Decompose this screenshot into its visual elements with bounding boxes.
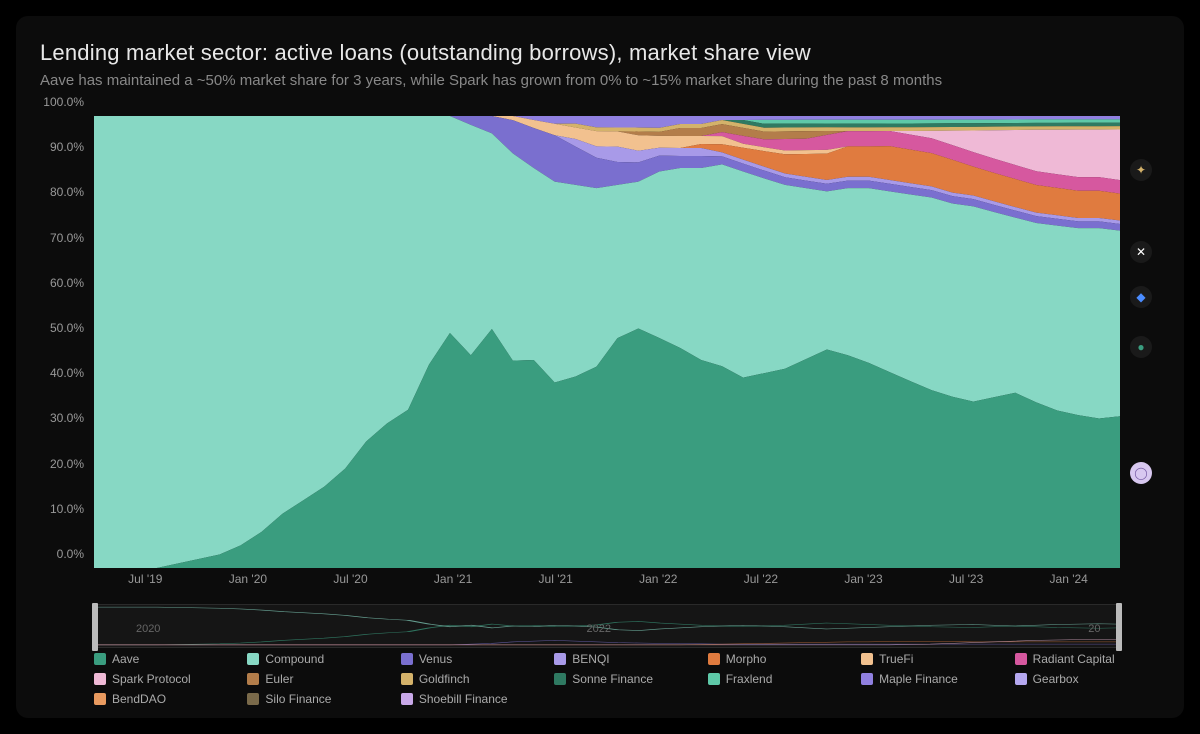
- x-tick: Jul '19: [128, 572, 162, 586]
- legend-swatch-icon: [94, 693, 106, 705]
- legend-item-euler[interactable]: Euler: [247, 672, 392, 686]
- y-tick: 30.0%: [40, 411, 90, 425]
- marker-3-icon[interactable]: ◆: [1130, 286, 1152, 308]
- x-tick: Jan '20: [229, 572, 267, 586]
- legend-item-benqi[interactable]: BENQI: [554, 652, 699, 666]
- legend-item-truefi[interactable]: TrueFi: [861, 652, 1006, 666]
- legend-label: Shoebill Finance: [419, 692, 508, 706]
- legend-item-aave[interactable]: Aave: [94, 652, 239, 666]
- x-tick: Jul '22: [744, 572, 778, 586]
- legend-item-benddao[interactable]: BendDAO: [94, 692, 239, 706]
- marker-5-icon[interactable]: ◯: [1130, 462, 1152, 484]
- legend-label: TrueFi: [879, 652, 913, 666]
- legend-swatch-icon: [247, 693, 259, 705]
- y-tick: 90.0%: [40, 140, 90, 154]
- legend-swatch-icon: [1015, 673, 1027, 685]
- legend-swatch-icon: [1015, 653, 1027, 665]
- marker-4-icon[interactable]: ●: [1130, 336, 1152, 358]
- legend-item-morpho[interactable]: Morpho: [708, 652, 853, 666]
- y-axis: 0.0% 10.0% 20.0% 30.0% 40.0% 50.0% 60.0% 70.0% 8…: [40, 116, 90, 568]
- legend-item-maple[interactable]: Maple Finance: [861, 672, 1006, 686]
- legend-item-goldfinch[interactable]: Goldfinch: [401, 672, 546, 686]
- legend-item-shoebill[interactable]: Shoebill Finance: [401, 692, 546, 706]
- time-range-brush[interactable]: 2020 2022 20: [94, 604, 1120, 648]
- legend-label: Spark Protocol: [112, 672, 191, 686]
- marker-2-icon[interactable]: ✕: [1130, 241, 1152, 263]
- legend-item-spark[interactable]: Spark Protocol: [94, 672, 239, 686]
- legend-swatch-icon: [554, 653, 566, 665]
- legend-label: Maple Finance: [879, 672, 958, 686]
- y-tick: 60.0%: [40, 276, 90, 290]
- legend-label: Fraxlend: [726, 672, 773, 686]
- brush-handle-right[interactable]: [1116, 603, 1122, 651]
- legend-item-radiant[interactable]: Radiant Capital: [1015, 652, 1160, 666]
- legend-label: Goldfinch: [419, 672, 470, 686]
- chart-subtitle: Aave has maintained a ~50% market share …: [40, 72, 1160, 89]
- x-tick: Jan '22: [639, 572, 677, 586]
- legend-label: Gearbox: [1033, 672, 1079, 686]
- y-tick: 100.0%: [40, 95, 90, 109]
- brush-year-label: 2020: [136, 623, 160, 635]
- brush-year-label: 2022: [587, 623, 611, 635]
- legend-label: BendDAO: [112, 692, 166, 706]
- legend-item-compound[interactable]: Compound: [247, 652, 392, 666]
- legend-swatch-icon: [708, 653, 720, 665]
- legend-swatch-icon: [94, 673, 106, 685]
- legend-label: Venus: [419, 652, 452, 666]
- x-tick: Jul '21: [539, 572, 573, 586]
- legend-swatch-icon: [247, 673, 259, 685]
- legend-label: Compound: [265, 652, 324, 666]
- marker-1-icon[interactable]: ✦: [1130, 159, 1152, 181]
- legend-label: Euler: [265, 672, 293, 686]
- legend-item-gearbox[interactable]: Gearbox: [1015, 672, 1160, 686]
- legend-swatch-icon: [401, 653, 413, 665]
- legend-swatch-icon: [401, 693, 413, 705]
- legend-swatch-icon: [708, 673, 720, 685]
- y-tick: 20.0%: [40, 457, 90, 471]
- legend-swatch-icon: [401, 673, 413, 685]
- x-tick: Jan '23: [844, 572, 882, 586]
- brush-handle-left[interactable]: [92, 603, 98, 651]
- legend: Aave Compound Venus BENQI Morpho TrueFi Radian…: [94, 652, 1160, 706]
- y-tick: 70.0%: [40, 231, 90, 245]
- y-tick: 80.0%: [40, 185, 90, 199]
- x-tick: Jan '21: [434, 572, 472, 586]
- x-tick: Jan '24: [1050, 572, 1088, 586]
- y-tick: 40.0%: [40, 366, 90, 380]
- x-tick: Jul '23: [949, 572, 983, 586]
- legend-swatch-icon: [247, 653, 259, 665]
- legend-swatch-icon: [861, 653, 873, 665]
- legend-item-venus[interactable]: Venus: [401, 652, 546, 666]
- brush-year-label: 20: [1088, 623, 1100, 635]
- y-tick: 50.0%: [40, 321, 90, 335]
- legend-label: Radiant Capital: [1033, 652, 1115, 666]
- legend-label: Morpho: [726, 652, 767, 666]
- y-tick: 0.0%: [40, 547, 90, 561]
- chart-area: 0.0% 10.0% 20.0% 30.0% 40.0% 50.0% 60.0% 70.0% 8…: [40, 116, 1160, 588]
- y-tick: 10.0%: [40, 502, 90, 516]
- chart-title: Lending market sector: active loans (out…: [40, 40, 1160, 66]
- legend-label: Aave: [112, 652, 139, 666]
- legend-label: Sonne Finance: [572, 672, 653, 686]
- legend-label: Silo Finance: [265, 692, 331, 706]
- chart-panel: Lending market sector: active loans (out…: [16, 16, 1184, 718]
- legend-swatch-icon: [94, 653, 106, 665]
- x-tick: Jul '20: [333, 572, 367, 586]
- legend-swatch-icon: [861, 673, 873, 685]
- legend-item-sonne[interactable]: Sonne Finance: [554, 672, 699, 686]
- legend-item-silo[interactable]: Silo Finance: [247, 692, 392, 706]
- plot-area[interactable]: ✦✕◆●◯: [94, 116, 1120, 568]
- x-axis: Jul '19 Jan '20 Jul '20 Jan '21 Jul '21 Jan '…: [94, 568, 1120, 588]
- legend-label: BENQI: [572, 652, 609, 666]
- legend-swatch-icon: [554, 673, 566, 685]
- legend-item-fraxlend[interactable]: Fraxlend: [708, 672, 853, 686]
